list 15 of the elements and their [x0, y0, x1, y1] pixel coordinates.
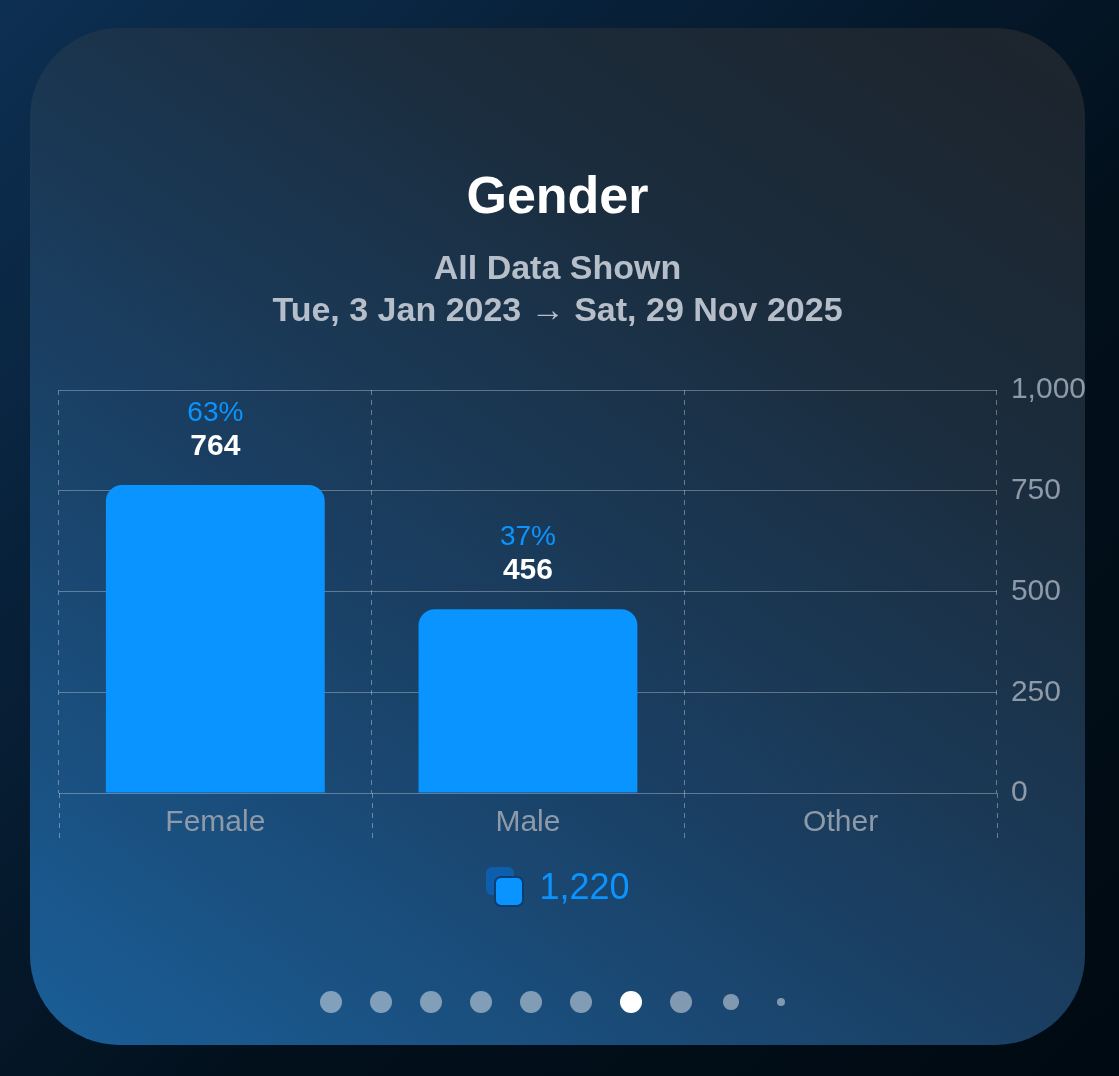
x-tick-label: Female	[165, 804, 266, 838]
chart-title: Gender	[465, 165, 650, 225]
chart-subtitle: All Data Shown Tue, 3 Jan 2023 → Sat, 29 Nov 2025	[271, 247, 844, 330]
y-tick-label: 250	[1010, 673, 1061, 707]
y-tick-label: 500	[1010, 572, 1061, 606]
data-label: 456	[502, 552, 553, 586]
y-tick-label: 750	[1010, 472, 1061, 506]
x-tick-label: Other	[803, 804, 879, 838]
y-tick-label: 1,000	[1010, 371, 1086, 405]
data-label: 764	[190, 428, 241, 462]
y-tick-label: 0	[1010, 774, 1028, 808]
annotation: 37%	[499, 520, 556, 552]
annotation: 63%	[187, 396, 244, 428]
x-tick-label: Male	[495, 804, 561, 838]
text: 1,220	[539, 866, 630, 908]
